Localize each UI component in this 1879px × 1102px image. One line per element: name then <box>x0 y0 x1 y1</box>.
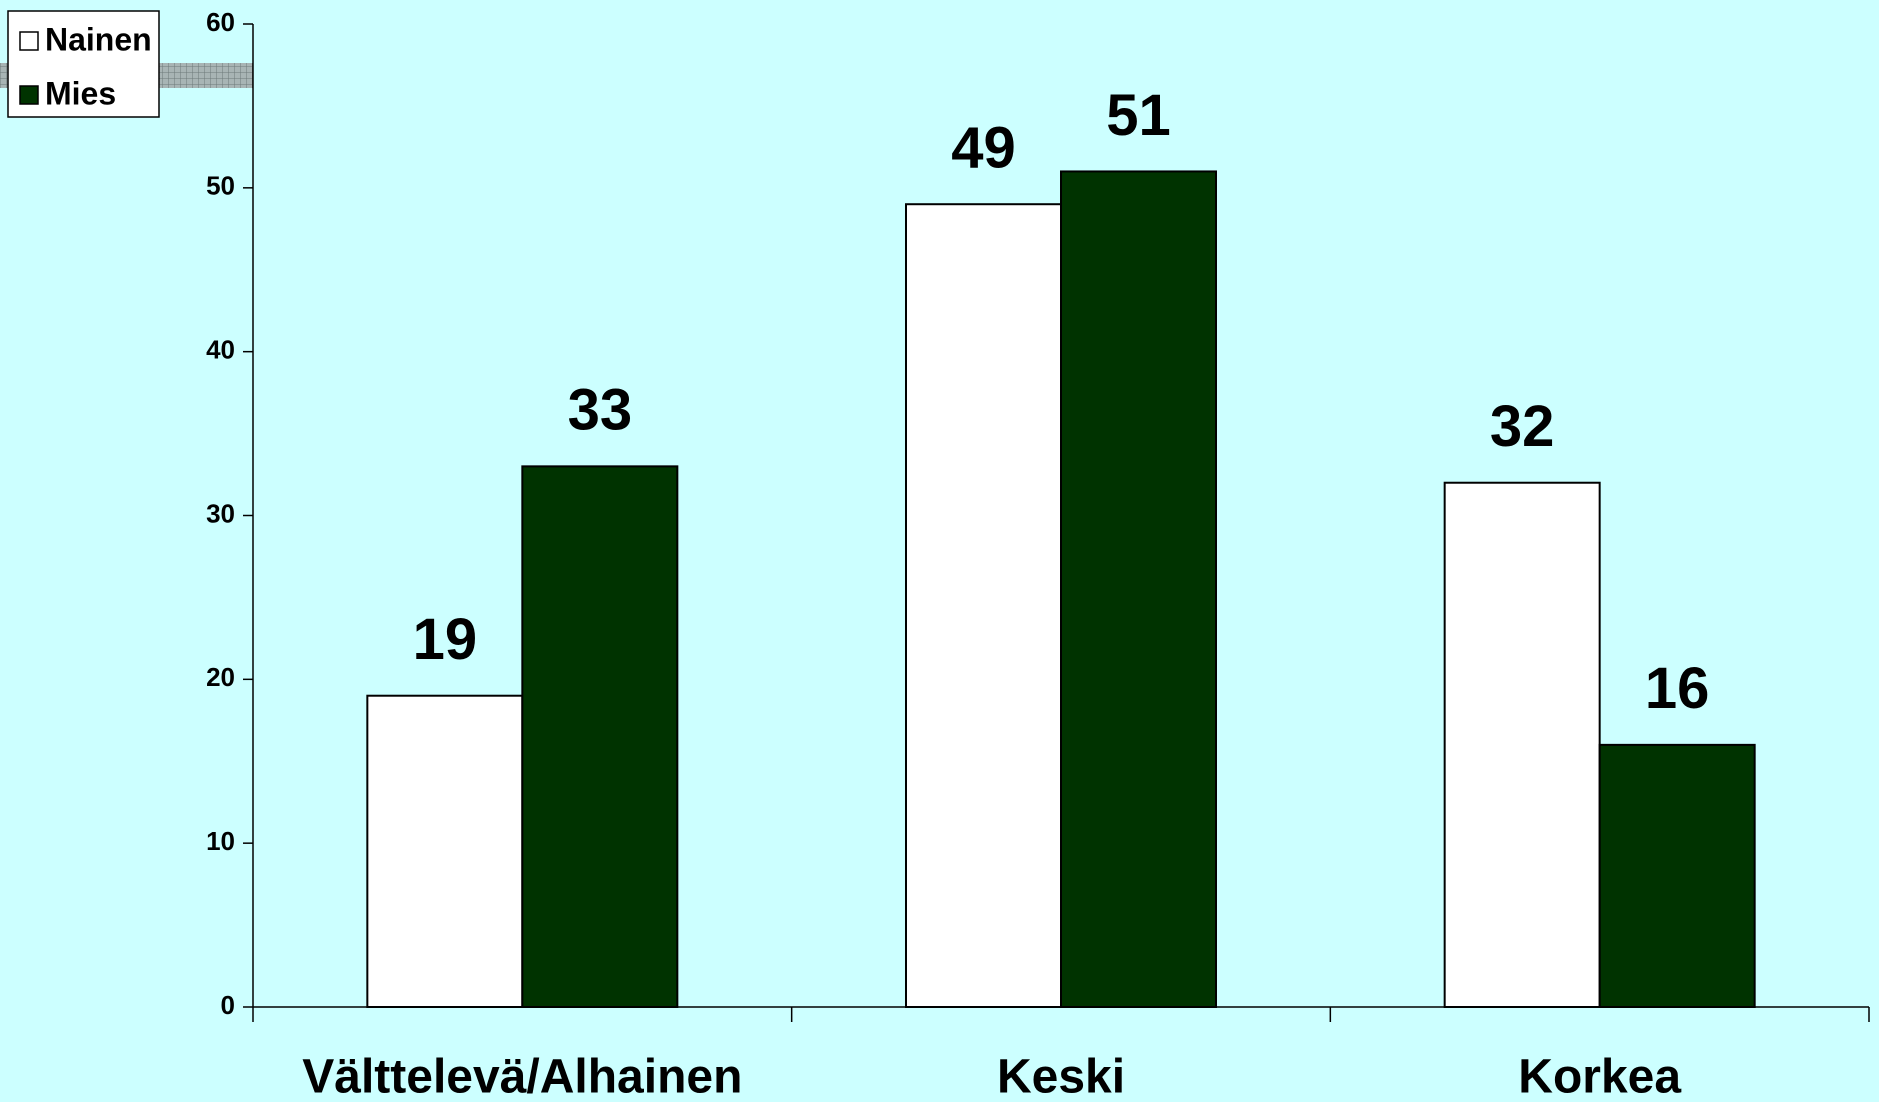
value-label: 49 <box>951 116 1016 181</box>
bar <box>366 694 524 1008</box>
bar <box>1598 743 1756 1008</box>
y-tick-label: 10 <box>206 826 235 856</box>
legend-swatch <box>19 85 39 105</box>
y-tick-label: 60 <box>206 7 235 37</box>
x-tick-label: Korkea <box>1518 1051 1681 1102</box>
legend-label: Mies <box>45 75 116 111</box>
x-tick-label: Välttelevä/Alhainen <box>302 1051 742 1102</box>
bar <box>1443 481 1601 1008</box>
legend-label: Nainen <box>45 21 152 57</box>
y-tick-label: 40 <box>206 335 235 365</box>
value-label: 19 <box>413 607 478 672</box>
y-tick-label: 50 <box>206 171 235 201</box>
bar <box>521 465 679 1009</box>
bar <box>905 203 1062 1008</box>
bar <box>1060 170 1217 1008</box>
y-tick-label: 0 <box>221 990 235 1020</box>
value-label: 32 <box>1490 394 1555 459</box>
y-tick-label: 30 <box>206 498 235 528</box>
x-tick-label: Keski <box>997 1051 1125 1102</box>
value-label: 51 <box>1106 83 1171 148</box>
value-label: 33 <box>568 378 633 443</box>
legend-swatch <box>19 31 39 51</box>
value-label: 16 <box>1645 656 1710 721</box>
y-tick-label: 20 <box>206 662 235 692</box>
